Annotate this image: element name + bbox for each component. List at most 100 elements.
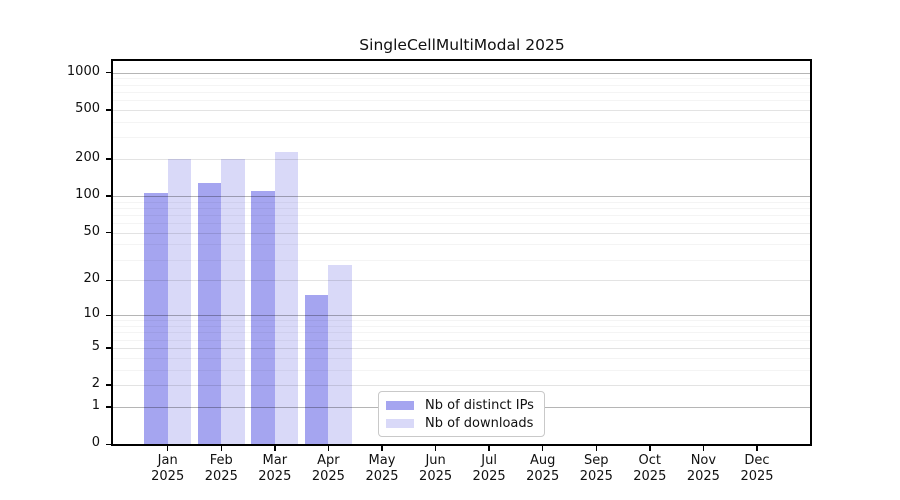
x-tick-label-feb: Feb 2025 xyxy=(189,453,253,484)
x-tick-label-mar: Mar 2025 xyxy=(243,453,307,484)
y-tick-label: 10 xyxy=(83,306,100,322)
legend: Nb of distinct IPs Nb of downloads xyxy=(378,391,545,437)
x-tick-mark xyxy=(702,446,705,451)
grid-line-minor xyxy=(113,320,810,322)
x-tick-month: Jun xyxy=(425,453,446,468)
y-tick-label: 200 xyxy=(75,149,100,165)
bar-nb-of-distinct-ips-jan xyxy=(144,193,168,444)
y-tick-mark xyxy=(106,384,113,386)
x-tick-year: 2025 xyxy=(311,468,345,484)
y-tick-mark xyxy=(106,279,113,282)
grid-line-minor xyxy=(113,259,810,261)
y-tick-mark xyxy=(106,314,113,316)
grid-line-major xyxy=(113,315,810,317)
x-tick-label-oct: Oct 2025 xyxy=(618,453,682,484)
x-tick-month: Mar xyxy=(262,453,288,468)
x-tick-year: 2025 xyxy=(258,468,292,484)
x-tick-label-jul: Jul 2025 xyxy=(457,453,521,484)
x-tick-label-jun: Jun 2025 xyxy=(404,453,468,484)
grid-line xyxy=(113,232,810,234)
grid-line-minor xyxy=(113,223,810,224)
y-tick-label: 1000 xyxy=(66,63,100,79)
legend-item-downloads: Nb of downloads xyxy=(386,414,536,432)
y-tick-mark xyxy=(106,158,113,160)
x-tick-year: 2025 xyxy=(686,468,720,484)
x-tick-mark xyxy=(756,446,758,451)
x-tick-mark xyxy=(327,446,330,451)
y-tick-label: 20 xyxy=(83,271,100,287)
bar-nb-of-downloads-apr xyxy=(328,265,352,444)
x-tick-month: Jul xyxy=(481,453,497,468)
x-tick-mark xyxy=(541,446,544,451)
grid-line-minor xyxy=(113,99,810,101)
chart-title: SingleCellMultiModal 2025 xyxy=(359,36,565,54)
bar-nb-of-distinct-ips-mar xyxy=(251,190,275,444)
y-tick-label: 100 xyxy=(75,186,100,202)
x-tick-label-dec: Dec 2025 xyxy=(725,453,789,484)
grid-line-major xyxy=(113,195,810,197)
y-tick-label: 1 xyxy=(91,398,100,413)
grid-line-minor xyxy=(113,339,810,341)
x-tick-year: 2025 xyxy=(365,468,399,484)
bar-nb-of-distinct-ips-apr xyxy=(304,295,329,444)
x-tick-label-sep: Sep 2025 xyxy=(564,453,628,484)
grid-line-major xyxy=(113,72,810,74)
legend-item-distinct-ips: Nb of distinct IPs xyxy=(386,396,536,414)
grid-line xyxy=(113,347,810,349)
legend-swatch-distinct-ips xyxy=(386,400,414,410)
x-tick-year: 2025 xyxy=(419,468,453,484)
x-tick-mark xyxy=(649,446,651,451)
grid-line-minor xyxy=(113,137,810,139)
legend-swatch-downloads xyxy=(386,418,414,428)
legend-label-distinct-ips: Nb of distinct IPs xyxy=(425,397,534,413)
x-tick-label-apr: Apr 2025 xyxy=(296,453,360,484)
x-tick-month: Apr xyxy=(317,453,340,468)
x-tick-year: 2025 xyxy=(633,468,667,484)
bar-nb-of-distinct-ips-feb xyxy=(197,183,222,444)
legend-label-downloads: Nb of downloads xyxy=(425,415,534,431)
x-tick-mark xyxy=(595,446,597,451)
x-tick-year: 2025 xyxy=(740,468,774,484)
y-tick-mark xyxy=(106,406,113,408)
x-tick-month: Nov xyxy=(690,453,717,468)
x-tick-month: Oct xyxy=(638,453,662,468)
x-tick-year: 2025 xyxy=(579,468,613,484)
x-tick-label-may: May 2025 xyxy=(350,453,414,484)
grid-line-minor xyxy=(113,244,810,246)
x-tick-year: 2025 xyxy=(526,468,560,484)
y-tick-mark xyxy=(106,443,113,446)
grid-line-minor xyxy=(113,357,810,359)
grid-line xyxy=(113,109,810,111)
grid-line xyxy=(113,158,810,160)
x-tick-month: Feb xyxy=(209,453,233,468)
x-tick-year: 2025 xyxy=(472,468,506,484)
grid-line-minor xyxy=(113,201,810,203)
x-tick-label-aug: Aug 2025 xyxy=(511,453,575,484)
y-tick-label: 2 xyxy=(91,376,100,392)
grid-line-minor xyxy=(113,91,810,93)
grid-line-minor xyxy=(113,121,810,123)
x-tick-mark xyxy=(488,446,490,451)
grid-line-minor xyxy=(113,207,810,209)
y-tick-mark xyxy=(106,71,113,74)
grid-line-minor xyxy=(113,78,810,80)
grid-line-minor xyxy=(113,84,810,86)
x-tick-month: Sep xyxy=(584,453,609,468)
x-tick-mark xyxy=(274,446,276,451)
x-tick-mark xyxy=(166,446,169,451)
x-tick-year: 2025 xyxy=(204,468,238,484)
x-tick-year: 2025 xyxy=(151,468,185,484)
grid-line xyxy=(113,385,810,387)
x-tick-month: Aug xyxy=(529,453,556,468)
y-tick-mark xyxy=(106,347,113,349)
x-tick-month: May xyxy=(368,453,396,468)
grid-line-minor xyxy=(113,369,810,371)
bar-nb-of-downloads-feb xyxy=(221,158,245,444)
x-tick-mark xyxy=(220,446,222,451)
y-tick-label: 0 xyxy=(91,435,100,451)
x-tick-month: Dec xyxy=(744,453,770,468)
y-tick-mark xyxy=(106,109,113,111)
grid-line xyxy=(113,280,810,282)
y-tick-label: 500 xyxy=(75,100,100,116)
